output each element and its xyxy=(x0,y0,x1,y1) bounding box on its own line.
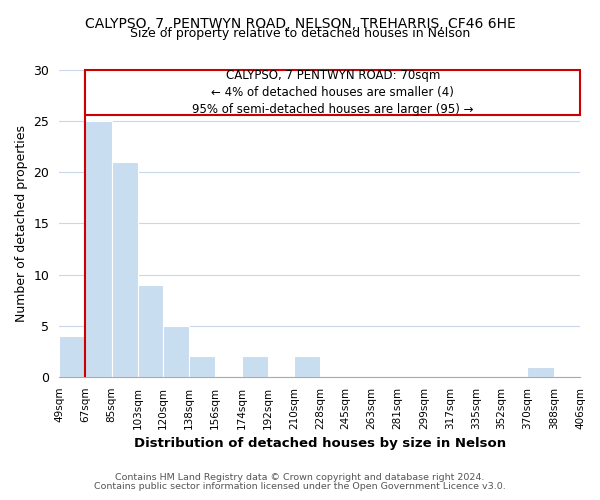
Bar xyxy=(85,121,112,377)
Bar xyxy=(242,356,268,377)
Bar xyxy=(59,336,85,377)
Text: ← 4% of detached houses are smaller (4): ← 4% of detached houses are smaller (4) xyxy=(211,86,454,99)
Bar xyxy=(85,70,580,115)
Y-axis label: Number of detached properties: Number of detached properties xyxy=(15,125,28,322)
Bar xyxy=(294,356,320,377)
Text: CALYPSO, 7, PENTWYN ROAD, NELSON, TREHARRIS, CF46 6HE: CALYPSO, 7, PENTWYN ROAD, NELSON, TREHAR… xyxy=(85,18,515,32)
Bar xyxy=(527,366,554,377)
Text: Contains public sector information licensed under the Open Government Licence v3: Contains public sector information licen… xyxy=(94,482,506,491)
Bar xyxy=(163,326,189,377)
Bar xyxy=(189,356,215,377)
Text: Size of property relative to detached houses in Nelson: Size of property relative to detached ho… xyxy=(130,28,470,40)
Bar xyxy=(112,162,138,377)
Text: Contains HM Land Registry data © Crown copyright and database right 2024.: Contains HM Land Registry data © Crown c… xyxy=(115,473,485,482)
X-axis label: Distribution of detached houses by size in Nelson: Distribution of detached houses by size … xyxy=(134,437,506,450)
Bar xyxy=(138,285,163,377)
Text: 95% of semi-detached houses are larger (95) →: 95% of semi-detached houses are larger (… xyxy=(192,102,473,116)
Text: CALYPSO, 7 PENTWYN ROAD: 70sqm: CALYPSO, 7 PENTWYN ROAD: 70sqm xyxy=(226,69,440,82)
